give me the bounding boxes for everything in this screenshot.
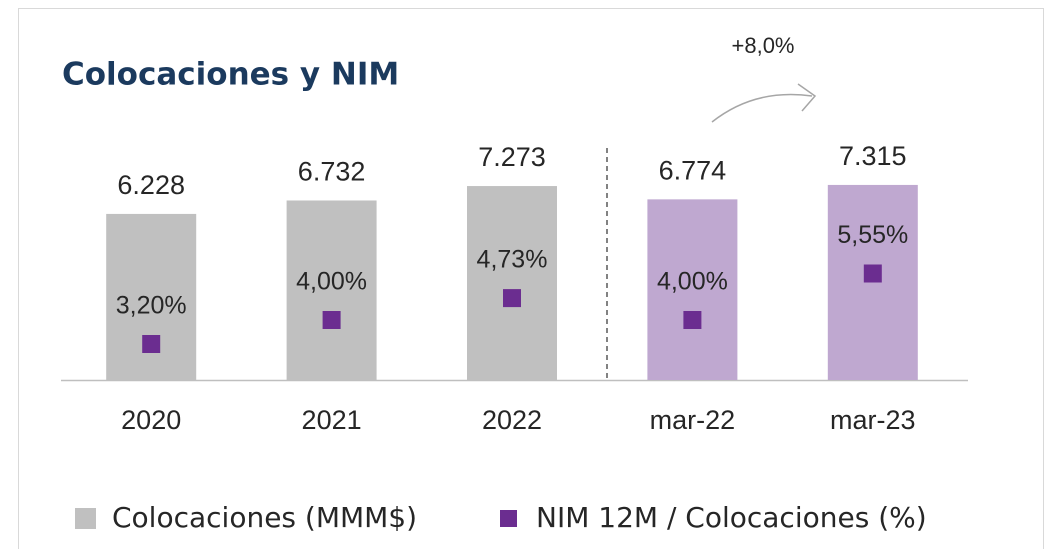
arrow-head — [797, 83, 817, 112]
legend-label: Colocaciones (MMM$) — [112, 501, 417, 534]
bar — [286, 200, 377, 380]
x-tick-label: 2020 — [121, 405, 181, 435]
marker-value-label: 4,00% — [296, 268, 367, 296]
annotation: +8,0% — [732, 33, 795, 58]
x-tick-label: mar-23 — [830, 405, 916, 435]
legend-label: NIM 12M / Colocaciones (%) — [536, 501, 927, 534]
marker-value-label: 5,55% — [837, 221, 908, 249]
legend-swatch — [500, 510, 517, 527]
x-tick-label: 2022 — [482, 405, 542, 435]
marker-value-label: 4,73% — [477, 246, 548, 274]
bar-value-label: 6.774 — [659, 155, 727, 185]
bar-value-label: 6.732 — [298, 157, 366, 187]
marker — [863, 264, 882, 283]
bar — [467, 186, 557, 380]
marker — [142, 335, 161, 353]
marker — [322, 311, 341, 329]
arrow — [711, 93, 813, 123]
marker-value-label: 3,20% — [116, 292, 187, 320]
x-tick-label: mar-22 — [650, 405, 736, 435]
marker — [683, 311, 702, 329]
bar-value-label: 6.228 — [117, 170, 185, 200]
bar-value-label: 7.315 — [839, 141, 907, 171]
bar — [647, 199, 738, 380]
bar-value-label: 7.273 — [478, 142, 546, 172]
legend-swatch — [75, 508, 96, 529]
chart-title: Colocaciones y NIM — [62, 57, 399, 93]
marker-value-label: 4,00% — [657, 268, 728, 296]
marker — [503, 289, 521, 308]
x-tick-label: 2021 — [302, 405, 362, 435]
